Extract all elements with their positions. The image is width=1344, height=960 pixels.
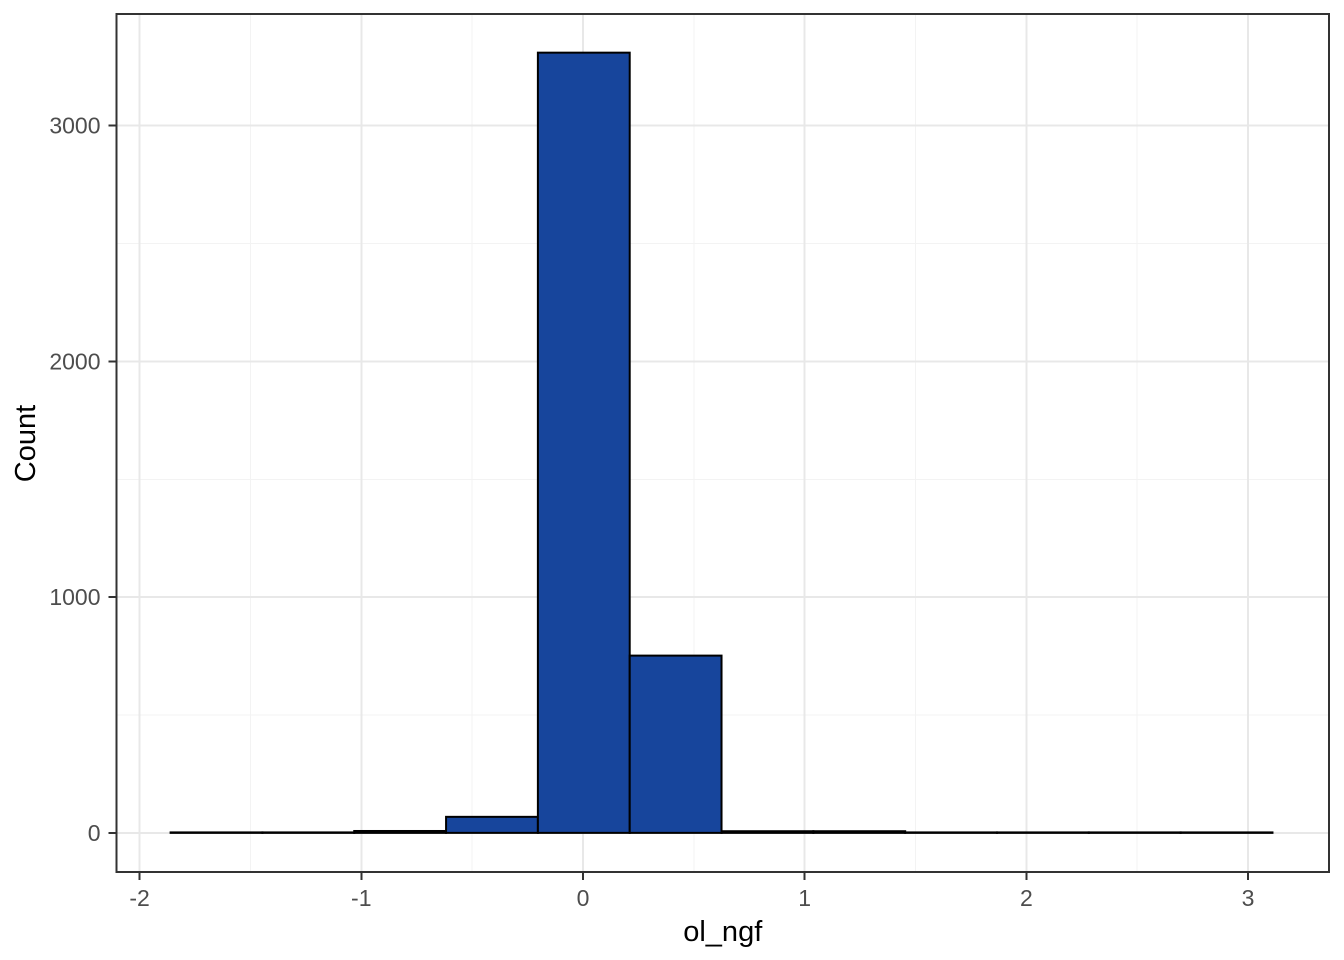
histogram-bars (169, 51, 1274, 834)
axis-ticks (108, 124, 1250, 880)
x-tick-label: 0 (577, 885, 590, 911)
histogram-bar (445, 815, 539, 834)
histogram-bar (812, 830, 907, 834)
x-tick-label: -2 (129, 885, 149, 911)
y-tick-label: 3000 (49, 113, 100, 139)
histogram-bar (536, 51, 631, 834)
histogram-bar (720, 830, 815, 834)
histogram-bar (353, 829, 448, 834)
x-tick-label: 1 (798, 885, 811, 911)
panel-border-layer (115, 13, 1330, 873)
y-tick-label: 0 (88, 820, 101, 846)
y-axis-title: Count (10, 405, 42, 482)
axis-tick-labels: -2 -1 0 1 2 3 0 1000 2000 3000 (49, 113, 1254, 911)
panel-border (115, 13, 1330, 873)
x-tick-label: 3 (1242, 885, 1255, 911)
x-axis-title: ol_ngf (683, 916, 763, 948)
x-tick-label: -1 (351, 885, 371, 911)
histogram-bar (628, 654, 723, 834)
y-tick-label: 1000 (49, 584, 100, 610)
minor-gridlines (116, 14, 1329, 872)
x-tick-label: 2 (1020, 885, 1033, 911)
y-tick-label: 2000 (49, 348, 100, 374)
